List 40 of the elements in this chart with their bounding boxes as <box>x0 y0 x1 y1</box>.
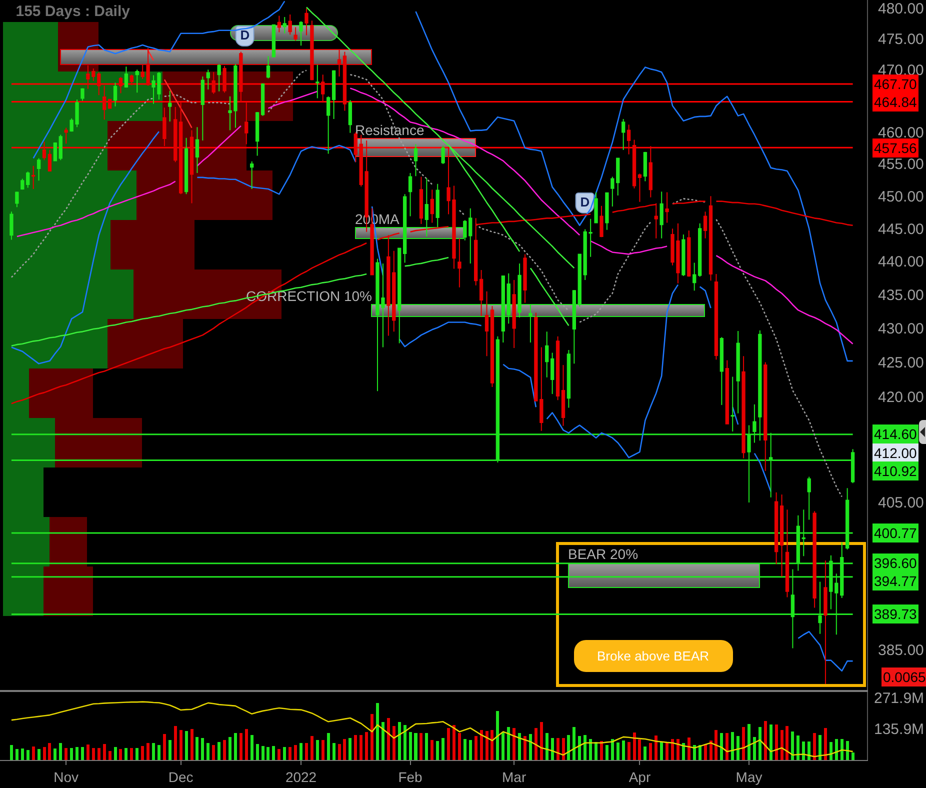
y-tick-label: 430.00 <box>878 320 924 338</box>
x-tick-label: Feb <box>398 768 423 785</box>
y-tick-label: 460.00 <box>878 124 924 142</box>
x-tick-label: Nov <box>54 768 79 785</box>
ref-line-label: 400.77 <box>874 525 918 541</box>
ref-line-label: 414.60 <box>874 426 918 442</box>
y-tick-label: 405.00 <box>878 494 924 512</box>
y-tick-label: 455.00 <box>878 156 924 174</box>
ref-line-label: 394.77 <box>874 573 918 589</box>
ref-line-label: 396.60 <box>874 555 918 571</box>
x-tick-label: Mar <box>502 768 526 785</box>
y-tick-label: 440.00 <box>878 254 924 271</box>
annotation: Resistance <box>355 122 424 138</box>
x-tick-label: Apr <box>628 768 651 785</box>
annotation: D <box>575 192 595 214</box>
annotation: D <box>235 26 255 46</box>
annotation: BEAR 20% <box>568 546 638 562</box>
ref-line-label: 457.56 <box>874 140 918 156</box>
y-tick-label: 475.00 <box>878 31 924 48</box>
y-tick-label: 135.9M <box>874 721 924 738</box>
text: 412.00 <box>874 445 918 461</box>
text: 0.0065 <box>883 669 926 685</box>
ref-line-label: 467.70 <box>874 76 918 92</box>
ref-line-label: 410.92 <box>874 463 918 479</box>
y-tick-label: 385.00 <box>878 642 924 659</box>
y-tick-label: 435.00 <box>878 286 924 304</box>
y-tick-label: 420.00 <box>878 388 924 406</box>
chart-title: 155 Days : Daily <box>16 3 131 20</box>
annotation: Broke above BEAR <box>596 648 710 664</box>
y-tick-label: 445.00 <box>878 220 924 238</box>
y-tick-label: 450.00 <box>878 188 924 206</box>
ref-line-label: 464.84 <box>874 94 918 110</box>
ref-line-label: 389.73 <box>874 606 918 622</box>
y-tick-label: 425.00 <box>878 354 924 372</box>
x-tick-label: 2022 <box>285 768 317 785</box>
x-tick-label: May <box>736 768 762 785</box>
x-tick-label: Dec <box>168 768 194 785</box>
y-tick-label: 470.00 <box>878 62 924 79</box>
y-tick-label: 480.00 <box>878 0 924 18</box>
y-tick-label: 271.9M <box>874 690 924 708</box>
